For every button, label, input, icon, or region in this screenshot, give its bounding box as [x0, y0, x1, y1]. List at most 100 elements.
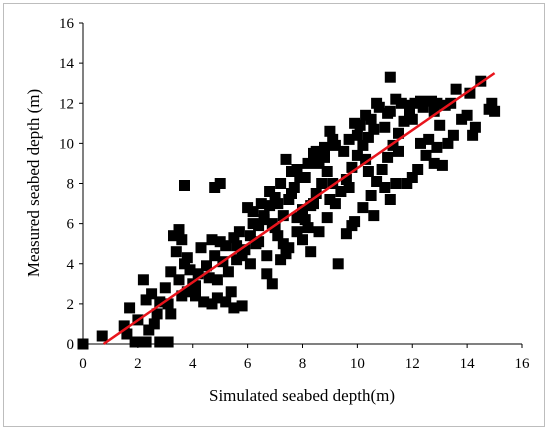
data-point	[159, 282, 171, 294]
data-point	[379, 182, 391, 193]
data-point	[332, 258, 344, 270]
data-point	[351, 149, 363, 161]
data-point	[264, 186, 276, 197]
data-point	[368, 123, 380, 135]
chart-frame	[3, 3, 545, 427]
data-point	[324, 125, 336, 137]
data-point	[368, 210, 380, 222]
data-point	[231, 240, 243, 252]
data-point	[192, 268, 204, 280]
data-point	[390, 178, 402, 189]
data-point	[434, 119, 446, 131]
data-point	[357, 202, 369, 214]
data-points	[77, 71, 501, 350]
data-point	[431, 141, 443, 153]
data-point	[404, 107, 415, 119]
data-point	[228, 302, 240, 314]
data-point	[362, 131, 374, 143]
data-point	[412, 164, 424, 175]
data-point	[228, 232, 240, 244]
y-tick-label: 8	[67, 177, 75, 193]
data-point	[486, 97, 498, 109]
data-point	[291, 212, 303, 224]
fit-line-layer	[102, 72, 496, 346]
data-point	[280, 248, 292, 260]
data-point	[244, 258, 256, 270]
data-point	[327, 178, 339, 189]
data-point	[390, 93, 402, 105]
data-point	[124, 302, 136, 314]
data-point	[275, 178, 287, 189]
data-point	[376, 164, 388, 175]
data-point	[255, 198, 267, 210]
data-point	[206, 234, 218, 246]
data-point	[464, 87, 476, 99]
data-point	[384, 194, 396, 205]
data-point	[206, 298, 218, 310]
x-tick-label: 8	[299, 356, 307, 372]
data-point	[373, 101, 385, 113]
data-point	[321, 166, 333, 177]
data-point	[302, 157, 314, 169]
y-tick-label: 0	[67, 337, 75, 353]
data-point	[404, 99, 415, 111]
data-point	[165, 308, 177, 320]
data-point	[140, 294, 152, 306]
data-point	[143, 324, 155, 336]
data-point	[461, 109, 473, 121]
data-point	[264, 200, 276, 212]
data-point	[225, 286, 237, 298]
data-point	[242, 202, 254, 214]
data-point	[450, 83, 462, 95]
data-point	[489, 105, 501, 117]
data-point	[365, 190, 377, 201]
data-point	[423, 133, 435, 145]
data-point	[275, 254, 287, 266]
data-point	[469, 121, 481, 133]
data-point	[162, 298, 174, 310]
data-point	[236, 300, 248, 312]
x-tick-label: 12	[405, 356, 420, 372]
data-point	[302, 222, 314, 234]
data-point	[203, 272, 215, 284]
data-point	[220, 240, 232, 252]
data-point	[214, 178, 226, 189]
data-point	[258, 214, 270, 226]
data-point	[313, 226, 325, 238]
data-point	[179, 258, 190, 270]
data-point	[272, 230, 284, 242]
data-point	[431, 97, 443, 109]
x-tick-label: 10	[350, 356, 365, 372]
data-point	[277, 238, 289, 250]
data-point	[428, 105, 440, 117]
data-point	[222, 266, 234, 278]
data-point	[77, 338, 89, 350]
data-point	[351, 129, 363, 141]
data-point	[121, 328, 133, 340]
data-point	[319, 141, 330, 153]
data-point	[261, 268, 273, 280]
data-point	[286, 188, 297, 199]
data-point	[269, 222, 281, 234]
data-point	[308, 198, 319, 210]
y-tick-label: 10	[59, 136, 74, 152]
data-point	[148, 318, 160, 330]
data-point	[415, 137, 426, 149]
data-point	[398, 115, 410, 127]
data-point	[401, 178, 413, 189]
data-point	[291, 226, 303, 238]
y-tick-label: 4	[67, 257, 75, 273]
data-point	[327, 133, 339, 145]
data-point	[239, 244, 251, 256]
data-point	[393, 127, 404, 139]
data-point	[371, 176, 383, 187]
data-point	[184, 264, 196, 276]
data-point	[406, 113, 418, 125]
x-tick-label: 2	[134, 356, 142, 372]
data-point	[154, 336, 166, 348]
data-point	[382, 151, 394, 163]
data-point	[181, 252, 193, 264]
x-axis-title: Simulated seabed depth(m)	[209, 386, 395, 405]
data-point	[190, 290, 201, 302]
data-point	[310, 188, 322, 199]
